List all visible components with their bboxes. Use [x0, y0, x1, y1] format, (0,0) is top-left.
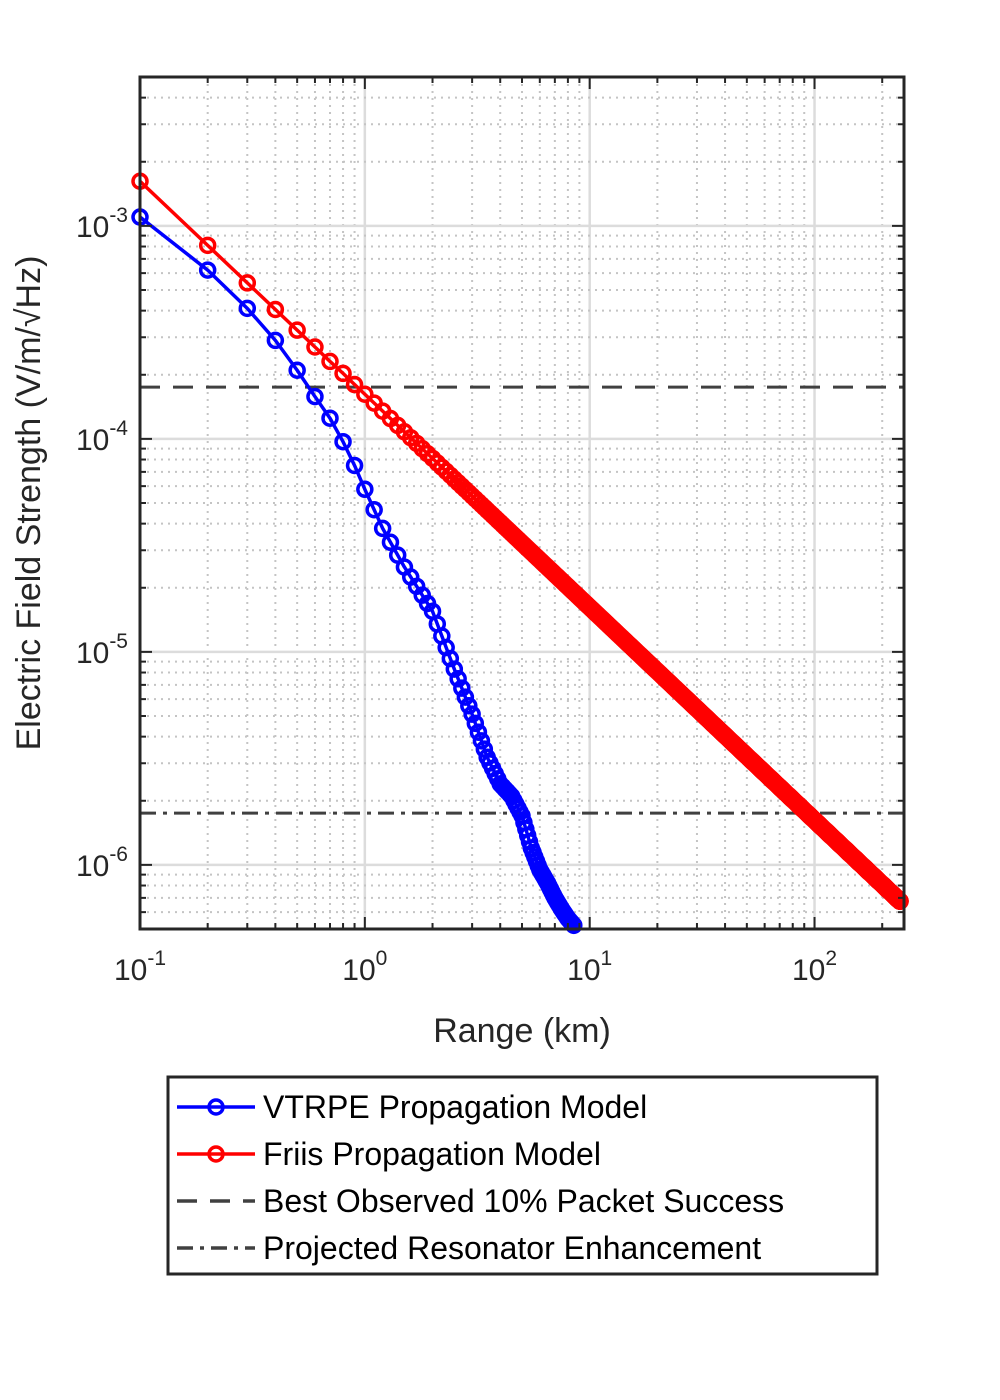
- friis-data-point: [288, 321, 306, 339]
- vtrpe-data-point: [334, 432, 352, 451]
- vtrpe-data-point: [472, 732, 491, 750]
- friis-data-point: [198, 236, 217, 255]
- legend-friis-marker: [207, 1145, 225, 1163]
- y-tick-label: 10-3: [76, 204, 128, 244]
- vtrpe-data-point: [198, 261, 217, 279]
- vtrpe-data-point: [445, 660, 464, 678]
- vtrpe-data-point: [449, 670, 467, 688]
- x-tick-label: 100: [342, 947, 387, 987]
- vtrpe-data-point: [466, 714, 485, 733]
- friis-data-point: [891, 892, 909, 910]
- friis-data-point: [321, 352, 339, 371]
- legend-best-observed-label: Best Observed 10% Packet Success: [263, 1183, 784, 1219]
- y-axis-title: Electric Field Strength (V/m/√Hz): [10, 256, 48, 751]
- y-tick-label: 10-4: [76, 417, 128, 457]
- tick-marks: [139, 76, 904, 930]
- friis-data-point: [238, 274, 257, 292]
- friis-data-point: [266, 300, 285, 319]
- vtrpe-data-point: [456, 688, 475, 706]
- friis-data-point: [334, 364, 352, 383]
- legend-box: [166, 1075, 879, 1276]
- vtrpe-data-point: [266, 331, 285, 350]
- y-tick-label: 10-6: [76, 843, 128, 883]
- series-layer: [131, 172, 909, 935]
- vtrpe-data-point: [345, 456, 364, 475]
- legend-vtrpe-marker: [207, 1098, 225, 1116]
- legend-item-resonator: Projected Resonator Enhancement: [177, 1230, 761, 1266]
- x-tick-label: 101: [567, 947, 612, 987]
- vtrpe-data-point: [306, 387, 324, 406]
- vtrpe-data-point: [373, 519, 392, 538]
- vtrpe-data-point: [381, 533, 400, 552]
- x-tick-labels: 10-1 100 101 102: [114, 947, 837, 987]
- legend-vtrpe-label: VTRPE Propagation Model: [263, 1089, 647, 1125]
- grid: [138, 76, 904, 930]
- friis-data-point: [306, 338, 324, 356]
- legend-resonator-label: Projected Resonator Enhancement: [263, 1230, 761, 1266]
- x-tick-label: 102: [792, 947, 837, 987]
- x-tick-label: 10-1: [114, 947, 166, 987]
- vtrpe-series: [131, 208, 583, 935]
- vtrpe-data-point: [288, 361, 306, 379]
- legend-friis-label: Friis Propagation Model: [263, 1136, 601, 1172]
- vtrpe-data-point: [469, 723, 488, 741]
- friis-series: [131, 172, 909, 910]
- y-tick-labels: 10-6 10-5 10-4 10-3: [76, 204, 128, 883]
- legend-item-best-observed: Best Observed 10% Packet Success: [177, 1183, 784, 1219]
- vtrpe-data-point: [565, 916, 583, 935]
- vtrpe-data-point: [460, 697, 478, 715]
- vtrpe-data-point: [356, 480, 374, 499]
- friis-data-point: [345, 375, 364, 394]
- legend: VTRPE Propagation Model Friis Propagatio…: [166, 1075, 879, 1276]
- vtrpe-data-point: [453, 679, 471, 697]
- vtrpe-data-point: [365, 500, 383, 519]
- y-tick-label: 10-5: [76, 630, 128, 670]
- x-axis-title: Range (km): [433, 1012, 611, 1050]
- vtrpe-data-point: [238, 299, 257, 318]
- vtrpe-data-point: [321, 409, 339, 427]
- legend-item-friis: Friis Propagation Model: [177, 1136, 601, 1172]
- legend-item-vtrpe: VTRPE Propagation Model: [177, 1089, 647, 1125]
- friis-data-point: [356, 385, 374, 403]
- vtrpe-data-point: [463, 705, 481, 723]
